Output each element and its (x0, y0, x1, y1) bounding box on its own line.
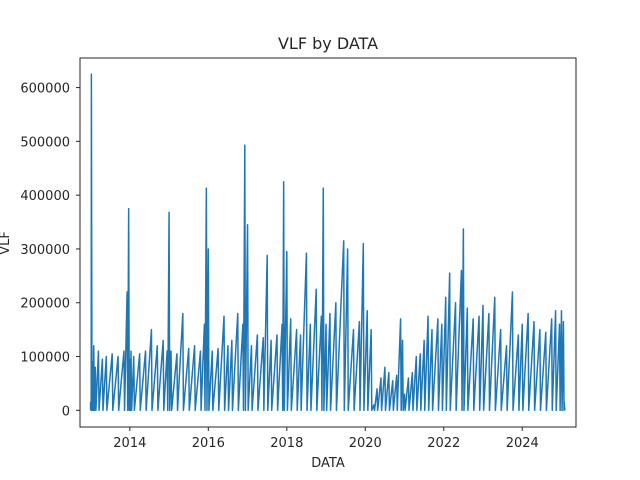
x-tick-label: 2024 (506, 436, 539, 451)
x-tick-label: 2016 (192, 436, 225, 451)
x-tick-label: 2014 (113, 436, 146, 451)
y-tick-label: 0 (62, 404, 70, 419)
axes-frame (79, 57, 577, 428)
x-axis-label: DATA (311, 456, 345, 471)
chart-title: VLF by DATA (278, 34, 378, 53)
y-tick-label: 200000 (20, 297, 70, 312)
y-tick-label: 400000 (20, 189, 70, 204)
series-line-0 (89, 73, 566, 412)
x-tick-label: 2018 (270, 436, 303, 451)
x-tick-label: 2020 (349, 436, 382, 451)
y-tick-label: 100000 (20, 351, 70, 366)
plot-area (89, 73, 566, 412)
y-axis-label: VLF (0, 231, 13, 255)
y-tick-label: 500000 (20, 135, 70, 150)
x-axis: 2014 2016 2018 2020 2022 2024 (113, 427, 539, 451)
x-tick-label: 2022 (427, 436, 460, 451)
y-axis: 0 100000 200000 300000 400000 500000 600000 (20, 82, 80, 419)
y-tick-label: 300000 (20, 243, 70, 258)
y-tick-label: 600000 (20, 82, 70, 97)
